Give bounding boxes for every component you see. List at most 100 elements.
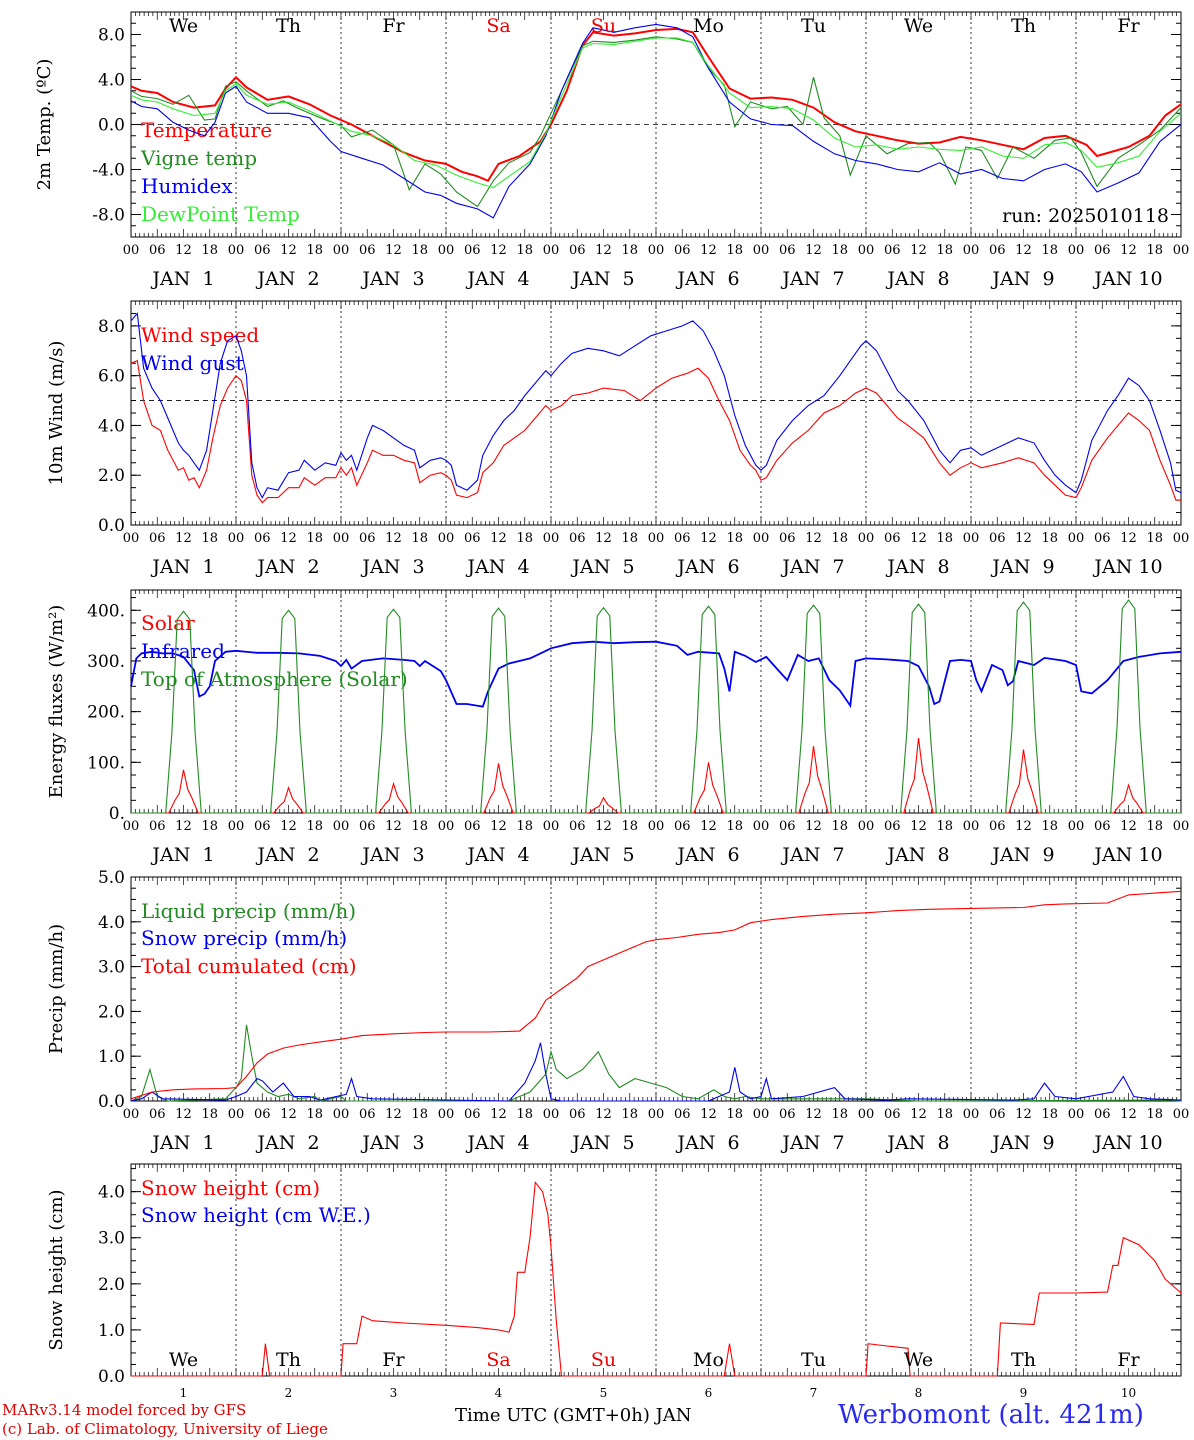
day-label: JAN 6 — [675, 844, 739, 866]
hour-tick-label: 12 — [280, 1107, 297, 1122]
hour-tick-label: 06 — [359, 819, 376, 834]
hour-tick-label: 18 — [201, 243, 218, 258]
hour-tick-label: 06 — [674, 243, 691, 258]
weekday-label: Tu — [801, 15, 826, 37]
hour-tick-label: 00 — [228, 819, 245, 834]
hour-tick-label: 00 — [438, 243, 455, 258]
hour-tick-label: 12 — [700, 243, 717, 258]
panel-3: 0. 100. 200. 300. 400. Energy fluxes (W/m²) So… — [46, 589, 1189, 866]
hour-tick-label: 06 — [464, 531, 481, 546]
weekday-label: Tu — [801, 1349, 826, 1371]
day-label: JAN 3 — [360, 844, 424, 866]
hour-tick-label: 06 — [254, 819, 271, 834]
y-tick-label: 0.0 — [98, 1092, 125, 1112]
hour-tick-label: 06 — [779, 243, 796, 258]
y-axis-label: Energy fluxes (W/m²) — [46, 605, 67, 799]
day-label: JAN 2 — [255, 268, 319, 290]
hour-tick-label: 06 — [149, 1107, 166, 1122]
station-name: Werbomont (alt. 421m) — [838, 1400, 1144, 1430]
hour-tick-label: 06 — [254, 1107, 271, 1122]
weekday-label: Th — [276, 1349, 301, 1371]
hour-tick-label: 18 — [621, 1107, 638, 1122]
hour-tick-label: 12 — [385, 243, 402, 258]
hour-tick-label: 06 — [569, 1107, 586, 1122]
hour-tick-label: 18 — [411, 819, 428, 834]
hour-tick-label: 00 — [333, 819, 350, 834]
hour-tick-label: 00 — [963, 1107, 980, 1122]
hour-tick-label: 12 — [1120, 531, 1137, 546]
day-label: JAN 4 — [465, 556, 529, 578]
weekday-label: Th — [276, 15, 301, 37]
hour-tick-label: 00 — [543, 243, 560, 258]
weekday-label: Su — [591, 15, 616, 37]
hour-tick-label: 12 — [595, 819, 612, 834]
hour-tick-label: 12 — [700, 1107, 717, 1122]
day-label: JAN 2 — [255, 844, 319, 866]
y-tick-label: 100. — [87, 753, 125, 773]
hour-tick-label: 12 — [280, 243, 297, 258]
hour-tick-label: 18 — [1146, 243, 1163, 258]
y-tick-label: 4.0 — [98, 1183, 125, 1203]
series-line-infrared — [130, 640, 1182, 709]
panel-4: 0.0 1.0 2.0 3.0 4.0 5.0 Precip (mm/h) Liquid pr… — [46, 868, 1189, 1154]
hour-tick-label: 12 — [280, 531, 297, 546]
legend-entry: Wind speed — [141, 323, 259, 347]
hour-tick-label: 00 — [753, 1107, 770, 1122]
day-label: JAN 9 — [990, 268, 1054, 290]
y-tick-label: 2.0 — [98, 466, 125, 486]
y-axis-label: 2m Temp. (ºC) — [34, 59, 55, 191]
legend-entry: Infrared — [141, 639, 225, 663]
y-tick-label: 2.0 — [98, 1002, 125, 1022]
hour-tick-label: 12 — [910, 531, 927, 546]
hour-tick-label: 06 — [1094, 531, 1111, 546]
y-tick-label: 4.0 — [98, 416, 125, 436]
hour-tick-label: 06 — [149, 819, 166, 834]
hour-tick-label: 00 — [753, 531, 770, 546]
hour-tick-label: 06 — [1094, 243, 1111, 258]
hour-tick-label: 18 — [201, 819, 218, 834]
hour-tick-label: 00 — [963, 819, 980, 834]
day-number-label: 4 — [495, 1386, 503, 1400]
day-label: JAN 1 — [150, 556, 214, 578]
hour-tick-label: 06 — [779, 819, 796, 834]
hour-tick-label: 00 — [333, 1107, 350, 1122]
day-label: JAN 6 — [675, 1132, 739, 1154]
hour-tick-label: 00 — [123, 243, 140, 258]
hour-tick-label: 18 — [831, 1107, 848, 1122]
hour-tick-label: 18 — [831, 243, 848, 258]
hour-tick-label: 18 — [201, 531, 218, 546]
day-number-label: 5 — [600, 1386, 608, 1400]
y-tick-label: 4.0 — [98, 913, 125, 933]
hour-tick-label: 18 — [411, 243, 428, 258]
hour-tick-label: 06 — [569, 243, 586, 258]
hour-tick-label: 06 — [989, 531, 1006, 546]
hour-tick-label: 18 — [516, 819, 533, 834]
hour-tick-label: 00 — [858, 243, 875, 258]
y-tick-label: 200. — [87, 703, 125, 723]
legend-entry: Vigne temp — [140, 146, 257, 170]
y-tick-label: 5.0 — [98, 868, 125, 888]
hour-tick-label: 06 — [779, 1107, 796, 1122]
hour-tick-label: 18 — [726, 531, 743, 546]
day-number-label: 10 — [1121, 1386, 1136, 1400]
weekday-label: We — [169, 15, 198, 37]
hour-tick-label: 12 — [490, 1107, 507, 1122]
day-label: JAN 8 — [885, 556, 949, 578]
day-number-label: 8 — [915, 1386, 923, 1400]
hour-tick-label: 18 — [831, 531, 848, 546]
hour-tick-label: 06 — [254, 531, 271, 546]
hour-tick-label: 00 — [858, 531, 875, 546]
hour-tick-label: 12 — [805, 243, 822, 258]
day-label: JAN 10 — [1092, 556, 1162, 578]
legend-entry: Humidex — [141, 174, 233, 198]
day-label: JAN 3 — [360, 268, 424, 290]
series-line-wind-speed — [130, 359, 1181, 504]
day-label: JAN 1 — [150, 268, 214, 290]
hour-tick-label: 18 — [1146, 531, 1163, 546]
day-number-label: 6 — [705, 1386, 713, 1400]
series-line-snow-height-cm- — [131, 1180, 1182, 1377]
hour-tick-label: 00 — [1068, 1107, 1085, 1122]
hour-tick-label: 12 — [805, 819, 822, 834]
hour-tick-label: 06 — [1094, 819, 1111, 834]
hour-tick-label: 06 — [569, 531, 586, 546]
